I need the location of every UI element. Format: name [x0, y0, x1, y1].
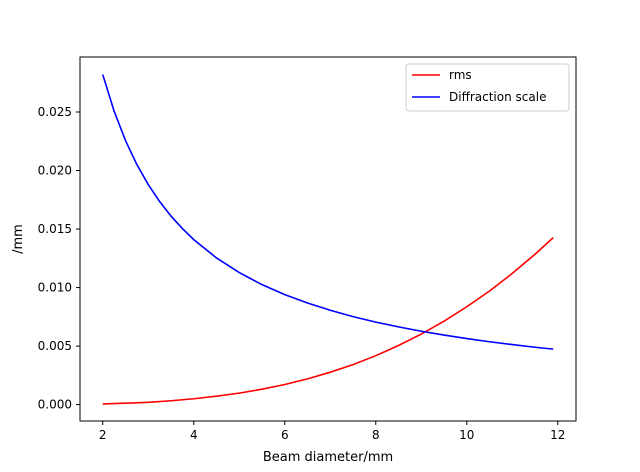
- y-tick-label: 0.020: [38, 164, 72, 178]
- x-axis-label: Beam diameter/mm: [263, 450, 393, 465]
- y-tick-label: 0.000: [38, 398, 72, 412]
- y-axis-label: /mm: [11, 224, 26, 254]
- x-tick-label: 10: [459, 428, 474, 442]
- axes-layer: 2 4 6 8 10 12 0.000 0.005 0.010 0.015 0.020 0.025: [38, 105, 566, 442]
- x-tick-label: 8: [372, 428, 380, 442]
- plot-area: [80, 57, 576, 421]
- diffraction-scale-series-line: [101, 74, 554, 350]
- plot-frame: [79, 56, 577, 422]
- legend-label: rms: [449, 68, 472, 82]
- rms-series-line: [102, 237, 554, 405]
- y-tick-label: 0.010: [38, 281, 72, 295]
- x-tick-label: 12: [550, 428, 565, 442]
- x-tick-label: 6: [281, 428, 289, 442]
- legend-label: Diffraction scale: [449, 90, 546, 104]
- series-layer: [101, 74, 554, 405]
- y-tick-label: 0.025: [38, 105, 72, 119]
- y-tick-label: 0.015: [38, 222, 72, 236]
- legend: rms Diffraction scale: [405, 63, 570, 112]
- y-tick-label: 0.005: [38, 339, 72, 353]
- x-tick-label: 4: [190, 428, 198, 442]
- x-tick-label: 2: [99, 428, 107, 442]
- legend-box: [405, 63, 570, 112]
